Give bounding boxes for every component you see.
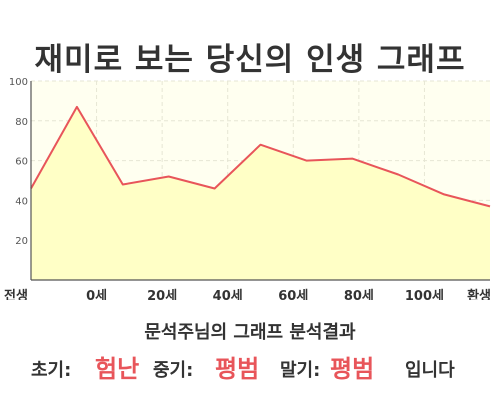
y-tick-label: 20 bbox=[15, 236, 28, 247]
x-tick-label: 80세 bbox=[344, 289, 374, 300]
x-tick-label: 0세 bbox=[86, 289, 107, 300]
late-value: 평범 bbox=[330, 355, 375, 383]
page-title: 재미로 보는 당신의 인생 그래프 bbox=[34, 42, 466, 78]
series-area bbox=[31, 106, 490, 281]
late-label: 말기: bbox=[280, 360, 321, 381]
x-tick-label: 전생 bbox=[4, 288, 28, 300]
y-tick-label: 80 bbox=[15, 117, 28, 128]
early-value: 험난 bbox=[95, 355, 140, 383]
y-tick-label: 40 bbox=[15, 196, 28, 207]
analysis-heading: 문석주님의 그래프 분석결과 bbox=[144, 322, 356, 343]
x-tick-label: 40세 bbox=[213, 289, 243, 300]
y-tick-label: 60 bbox=[15, 157, 28, 168]
life-graph-chart: 100 80 60 40 20 전생 0세 20세 40세 60세 80세 100세 환생 bbox=[4, 77, 491, 300]
x-tick-label: 환생 bbox=[467, 288, 491, 300]
x-tick-label: 100세 bbox=[405, 289, 444, 300]
y-tick-label: 100 bbox=[9, 77, 28, 88]
middle-label: 중기: bbox=[153, 360, 194, 381]
ending-text: 입니다 bbox=[405, 360, 455, 381]
middle-value: 평범 bbox=[215, 355, 260, 383]
x-tick-label: 60세 bbox=[278, 289, 308, 300]
early-label: 초기: bbox=[31, 360, 72, 381]
analysis-result: 초기: 험난 중기: 평범 말기: 평범 입니다 bbox=[0, 346, 500, 383]
x-tick-label: 20세 bbox=[147, 289, 177, 300]
